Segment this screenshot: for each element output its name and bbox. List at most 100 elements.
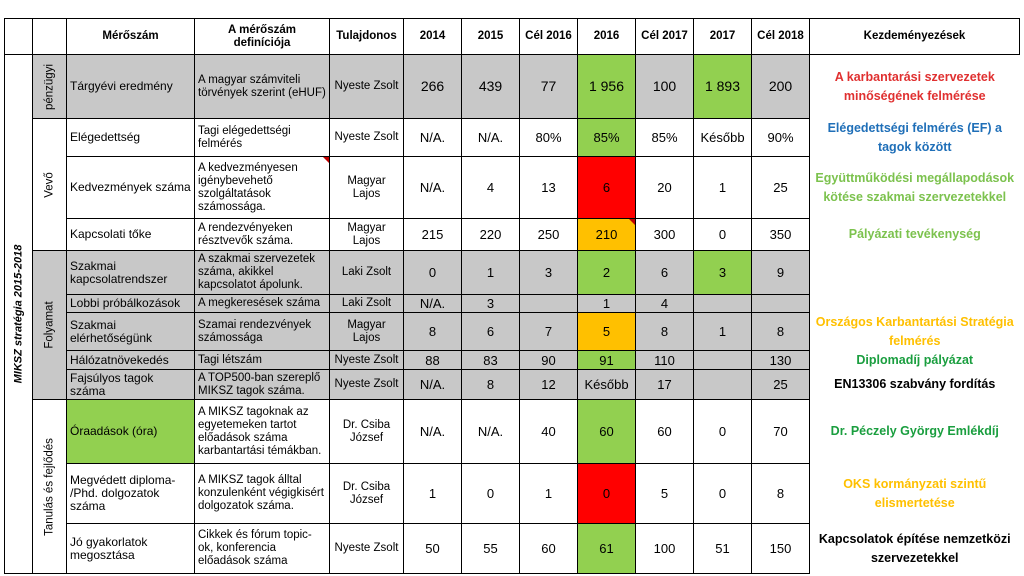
goal-2018: 200 [751, 54, 810, 119]
header-goal-2018: Cél 2018 [751, 18, 810, 55]
group-learning-cell: Tanulás és fejlődés [32, 399, 67, 574]
table-row: MIKSZ stratégia 2015-2018 pénzügyi Tárgy… [4, 54, 1020, 574]
header-initiatives: Kezdeményezések [809, 18, 1020, 55]
metric-owner: Nyeste Zsolt [329, 118, 404, 157]
metric-name: Megvédett diploma- /Phd. dolgozatok szám… [66, 463, 195, 524]
value-2015: 439 [461, 54, 520, 119]
value-2017: 0 [693, 463, 752, 524]
metric-owner: Magyar Lajos [329, 218, 404, 251]
header-owner: Tulajdonos [329, 18, 404, 55]
metric-owner: Laki Zsolt [329, 294, 404, 313]
goal-2018: 70 [751, 399, 810, 464]
value-2016: 0 [577, 463, 636, 524]
metric-owner: Dr. Csiba József [329, 399, 404, 464]
value-2014: N/A. [403, 294, 462, 313]
value-2017: 51 [693, 523, 752, 574]
metric-definition: A magyar számviteli törvények szerint (e… [194, 54, 330, 119]
value-2014: 0 [403, 250, 462, 295]
metric-definition: Szamai rendezvények számossága [194, 312, 330, 351]
table-row: Fajsúlyos tagok száma A TOP500-ban szere… [5, 369, 1020, 400]
table-row: Tanulás és fejlődés Óraadások (óra) A MI… [5, 399, 1020, 574]
table-row: Folyamat Szakmai kapcsolatrendszer A sza… [5, 250, 1020, 400]
value-2016: 61 [577, 523, 636, 574]
table-row: Kedvezmények száma A kedvezményesen igén… [5, 156, 1020, 219]
value-2016: 6 [577, 156, 636, 219]
goal-2017: 100 [635, 54, 694, 119]
value-2015: 83 [461, 350, 520, 370]
initiative: Országos Karbantartási Stratégia felméré… [815, 314, 1014, 348]
table-row: Megvédett diploma- /Phd. dolgozatok szám… [5, 463, 1020, 524]
value-2016: 91 [577, 350, 636, 370]
goal-2017: 5 [635, 463, 694, 524]
goal-2018: 25 [751, 156, 810, 219]
goal-2016: 12 [519, 369, 578, 400]
initiative: EN13306 szabvány fordítás [834, 377, 996, 391]
goal-2017: 17 [635, 369, 694, 400]
goal-2018: 25 [751, 369, 810, 400]
comment-marker [629, 219, 635, 225]
group-process-label: Folyamat [43, 301, 55, 349]
value-2017: 1 [693, 156, 752, 219]
goal-2016: 250 [519, 218, 578, 251]
value-2014: 215 [403, 218, 462, 251]
value-2016-text: 210 [595, 227, 618, 242]
value-2017: 0 [693, 218, 752, 251]
goal-2017: 100 [635, 523, 694, 574]
metric-owner: Nyeste Zsolt [329, 54, 404, 119]
initiative: Diplomadíj pályázat [856, 352, 974, 367]
metric-owner: Laki Zsolt [329, 250, 404, 295]
corner-cell-2 [32, 18, 67, 55]
strategy-label-cell: MIKSZ stratégia 2015-2018 [4, 54, 33, 574]
value-2014: 88 [403, 350, 462, 370]
metric-definition: A kedvezményesen igénybevehető szolgálta… [194, 156, 330, 219]
value-2014: 50 [403, 523, 462, 574]
value-2016: 2 [577, 250, 636, 295]
comment-marker [323, 157, 329, 163]
table-row: Jó gyakorlatok megosztása Cikkek és fóru… [5, 523, 1020, 574]
value-2017: Később [693, 118, 752, 157]
goal-2017: 4 [635, 294, 694, 313]
value-2014: N/A. [403, 118, 462, 157]
header-2015: 2015 [461, 18, 520, 55]
value-2016: 85% [577, 118, 636, 157]
goal-2018: 8 [751, 312, 810, 351]
metric-name: Kapcsolati tőke [66, 218, 195, 251]
corner-cell [4, 18, 33, 55]
metric-definition: Tagi létszám [194, 350, 330, 370]
goal-2017: 6 [635, 250, 694, 295]
header-row: Mérőszám A mérőszám definíciója Tulajdon… [4, 18, 1020, 55]
group-learning-label: Tanulás és fejlődés [43, 437, 55, 536]
value-2015: 6 [461, 312, 520, 351]
metric-owner: Nyeste Zsolt [329, 350, 404, 370]
value-2014: 266 [403, 54, 462, 119]
value-2016: 210 [577, 218, 636, 251]
metric-definition: A megkeresések száma [194, 294, 330, 313]
header-2017: 2017 [693, 18, 752, 55]
table-row: Lobbi próbálkozások A megkeresések száma… [5, 294, 1020, 313]
header-definition: A mérőszám definíciója [194, 18, 330, 55]
goal-2018: 90% [751, 118, 810, 157]
table-row: Kapcsolati tőke A rendezvényeken résztve… [5, 218, 1020, 251]
goal-2016: 90 [519, 350, 578, 370]
value-2015: N/A. [461, 399, 520, 464]
header-2014: 2014 [403, 18, 462, 55]
value-2017 [693, 350, 752, 370]
group-customer-label: Vevő [43, 171, 55, 198]
goal-2016: 80% [519, 118, 578, 157]
goal-2018: 8 [751, 463, 810, 524]
metric-name: Lobbi próbálkozások [66, 294, 195, 313]
goal-2016: 60 [519, 523, 578, 574]
metric-owner: Nyeste Zsolt [329, 523, 404, 574]
group-process-cell: Folyamat [32, 250, 67, 400]
value-2015: 1 [461, 250, 520, 295]
value-2015: 220 [461, 218, 520, 251]
value-2016: Később [577, 369, 636, 400]
strategy-label: MIKSZ stratégia 2015-2018 [12, 244, 24, 384]
value-2014: 8 [403, 312, 462, 351]
initiative-blank [810, 251, 1020, 295]
group-customer-cell: Vevő [32, 118, 67, 251]
initiative: Pályázati tevékenység [848, 227, 981, 241]
metric-definition: Tagi elégedettségi felmérés [194, 118, 330, 157]
metric-definition: A rendezvényeken résztvevők száma. [194, 218, 330, 251]
group-finance-label: pénzügyi [43, 63, 55, 110]
